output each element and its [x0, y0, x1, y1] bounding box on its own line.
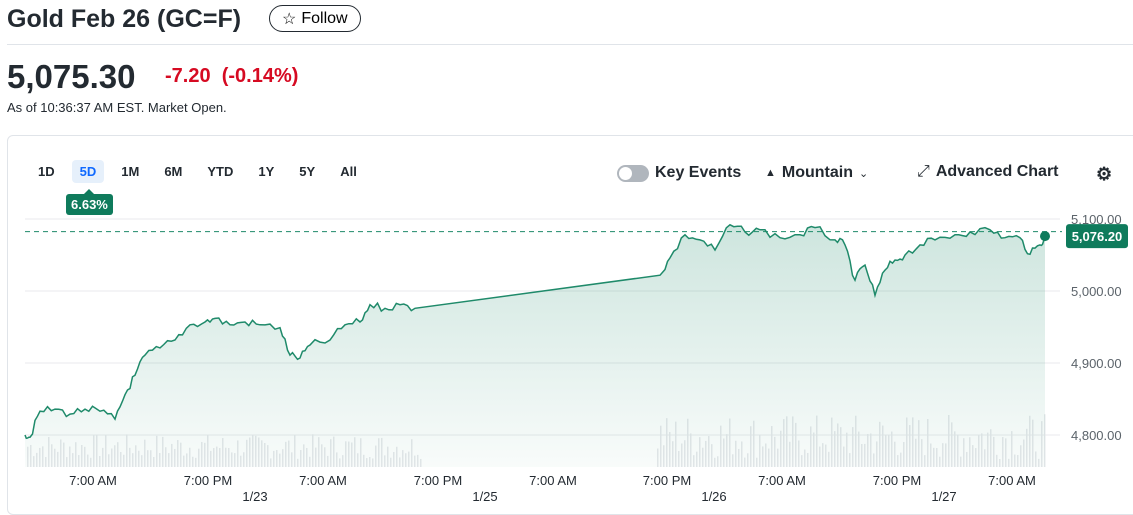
current-price: 5,075.30 [7, 58, 136, 95]
chevron-down-icon: ⌄ [858, 167, 869, 180]
range-tabs: 1D 5D 1M 6M YTD 1Y 5Y All [30, 160, 374, 183]
as-of-timestamp: As of 10:36:37 AM EST. Market Open. [7, 100, 227, 115]
range-tab-5d[interactable]: 5D [71, 160, 105, 183]
mountain-icon: ▲ [765, 167, 776, 179]
range-tab-1y[interactable]: 1Y [258, 164, 275, 179]
key-events-toggle[interactable]: Key Events [617, 164, 741, 182]
chart-card [7, 135, 1133, 515]
range-tab-1m[interactable]: 1M [121, 164, 140, 179]
advanced-chart-button[interactable]: ⤢ Advanced Chart [917, 163, 1059, 180]
divider [7, 44, 1133, 45]
follow-button[interactable]: ☆ Follow [269, 5, 361, 32]
range-tab-1d[interactable]: 1D [38, 164, 55, 179]
range-tab-all[interactable]: All [340, 164, 357, 179]
toggle-switch[interactable] [617, 164, 649, 182]
price-change: -7.20 (-0.14%) [165, 65, 299, 87]
chart-type-dropdown[interactable]: ▲ Mountain ⌄ [765, 164, 869, 181]
range-change-badge: 6.63% [66, 189, 113, 215]
expand-icon: ⤢ [917, 163, 930, 180]
star-outline-icon: ☆ [282, 10, 297, 28]
range-tab-ytd[interactable]: YTD [207, 164, 234, 179]
range-tab-5y[interactable]: 5Y [299, 164, 316, 179]
page-title: Gold Feb 26 (GC=F) [7, 5, 242, 33]
range-tab-6m[interactable]: 6M [164, 164, 183, 179]
settings-gear-icon[interactable]: ⚙ [1096, 164, 1113, 184]
